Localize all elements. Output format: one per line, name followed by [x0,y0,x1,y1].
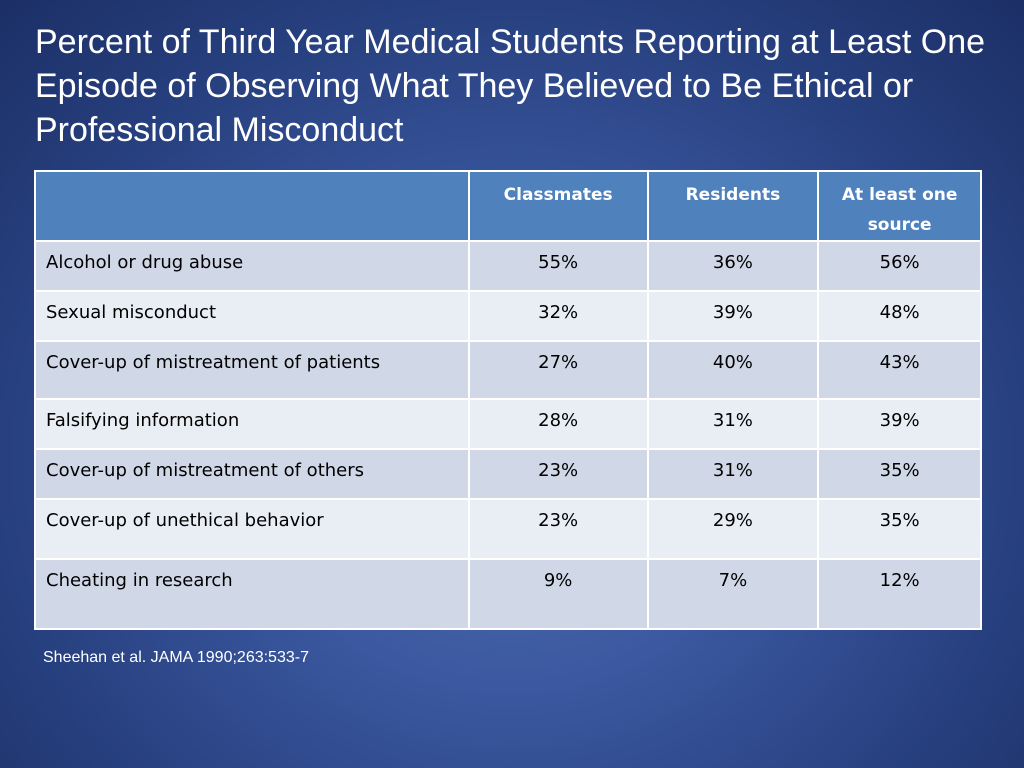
header-residents: Residents [646,170,820,242]
cell-residents: 29% [646,498,820,560]
table-row: Cover-up of mistreatment of patients 27%… [34,340,982,400]
cell-at-least-one-source: 48% [817,290,982,342]
row-label: Cover-up of mistreatment of others [34,448,470,500]
cell-residents: 40% [646,340,820,400]
row-label: Cover-up of unethical behavior [34,498,470,560]
cell-residents: 31% [646,448,820,500]
citation: Sheehan et al. JAMA 1990;263:533-7 [43,649,309,666]
row-label: Alcohol or drug abuse [34,240,470,292]
cell-at-least-one-source: 35% [817,448,982,500]
table-header-row: Classmates Residents At least one source [34,170,982,242]
cell-at-least-one-source: 12% [817,558,982,630]
cell-classmates: 23% [467,498,649,560]
cell-classmates: 55% [467,240,649,292]
cell-residents: 39% [646,290,820,342]
cell-at-least-one-source: 43% [817,340,982,400]
cell-at-least-one-source: 39% [817,398,982,450]
cell-classmates: 27% [467,340,649,400]
cell-classmates: 28% [467,398,649,450]
misconduct-table: Classmates Residents At least one source… [34,170,982,630]
cell-at-least-one-source: 56% [817,240,982,292]
header-corner [34,170,470,242]
header-at-least-one-source: At least one source [817,170,982,242]
table-row: Cover-up of unethical behavior 23% 29% 3… [34,498,982,560]
row-label: Cheating in research [34,558,470,630]
cell-at-least-one-source: 35% [817,498,982,560]
header-classmates: Classmates [467,170,649,242]
slide-title: Percent of Third Year Medical Students R… [35,23,986,149]
cell-residents: 36% [646,240,820,292]
cell-classmates: 23% [467,448,649,500]
row-label: Sexual misconduct [34,290,470,342]
table-row: Cover-up of mistreatment of others 23% 3… [34,448,982,500]
cell-residents: 7% [646,558,820,630]
cell-classmates: 32% [467,290,649,342]
row-label: Cover-up of mistreatment of patients [34,340,470,400]
table-row: Cheating in research 9% 7% 12% [34,558,982,630]
table-row: Sexual misconduct 32% 39% 48% [34,290,982,342]
table-row: Falsifying information 28% 31% 39% [34,398,982,450]
cell-classmates: 9% [467,558,649,630]
row-label: Falsifying information [34,398,470,450]
table-row: Alcohol or drug abuse 55% 36% 56% [34,240,982,292]
cell-residents: 31% [646,398,820,450]
